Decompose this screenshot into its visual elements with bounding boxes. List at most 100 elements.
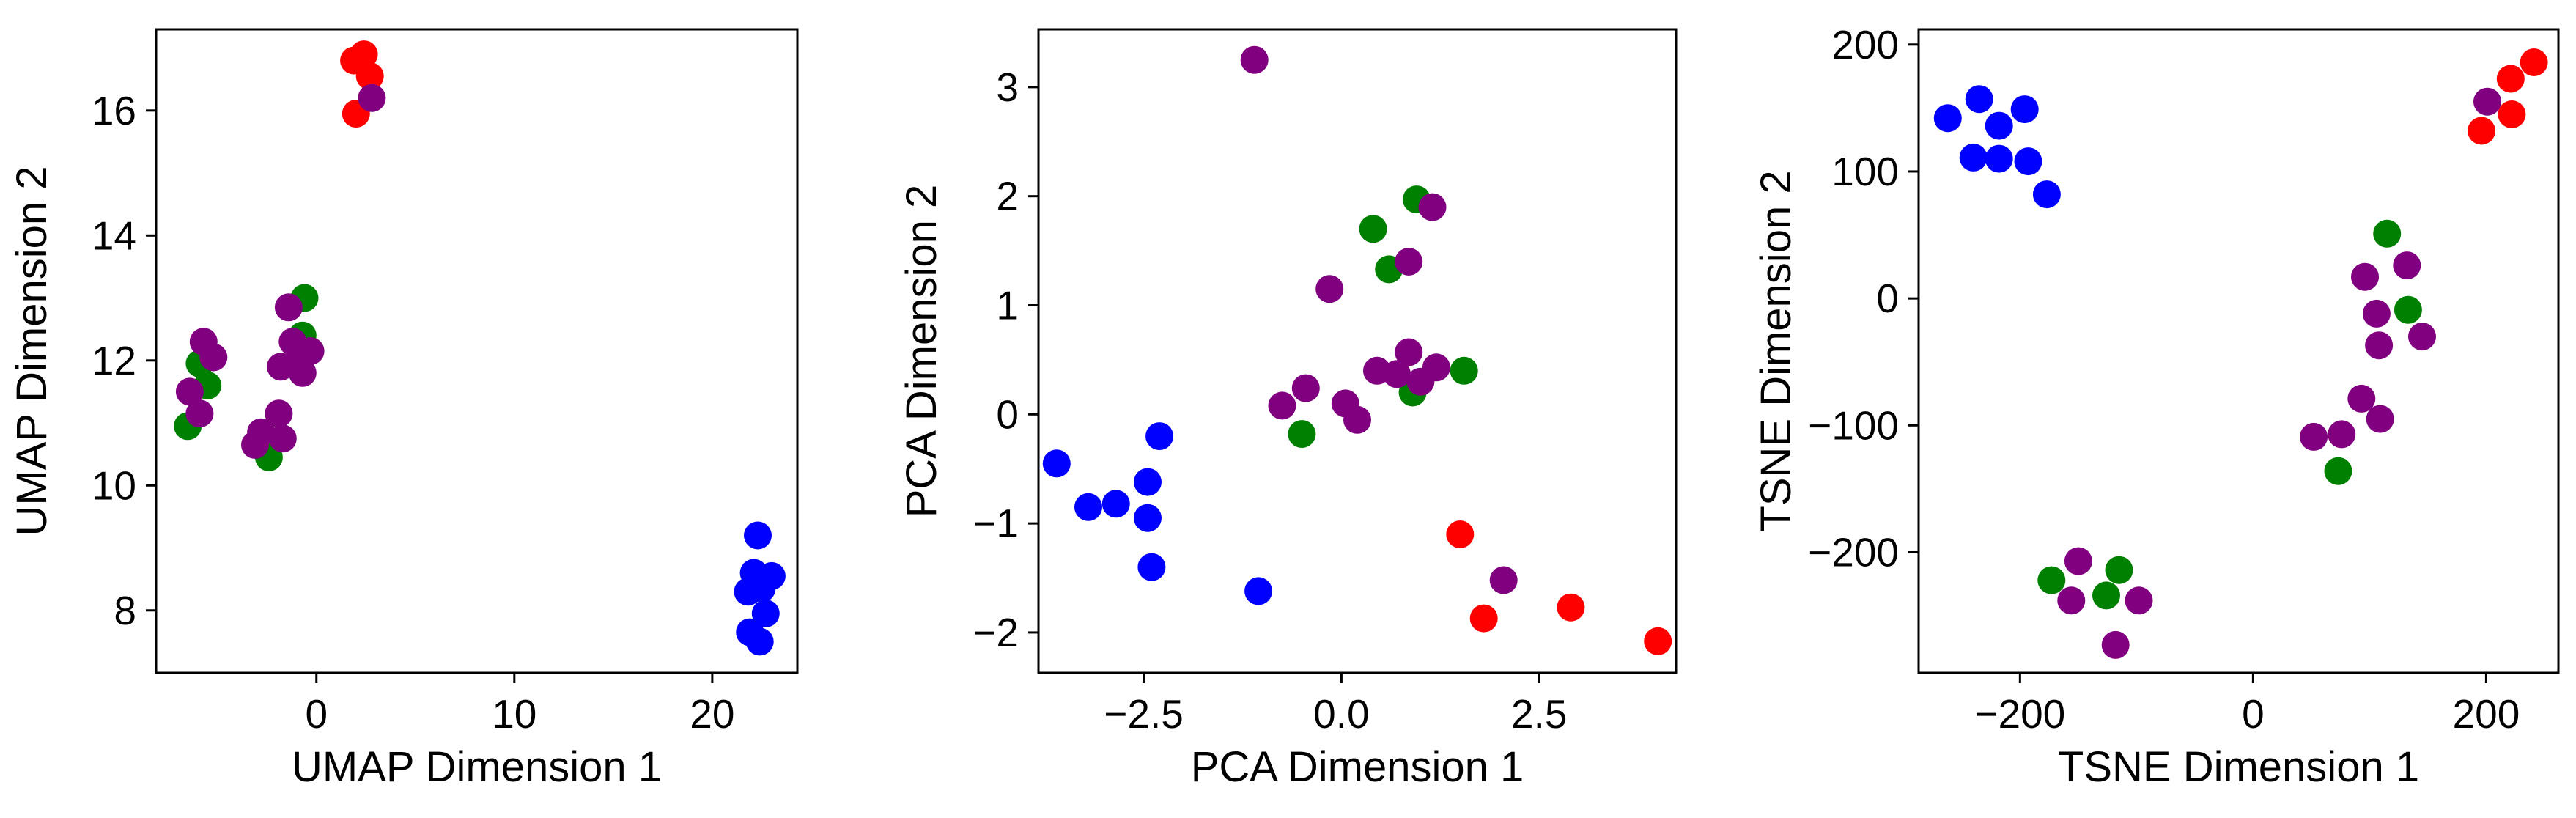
- data-point: [2498, 100, 2526, 128]
- data-point: [1315, 275, 1344, 303]
- data-point: [1288, 420, 1316, 449]
- data-point: [1268, 391, 1296, 420]
- y-axis-label: TSNE Dimension 2: [1752, 170, 1800, 531]
- data-point: [2365, 331, 2394, 360]
- data-point: [1469, 604, 1498, 633]
- data-point: [2092, 581, 2120, 610]
- data-point: [2300, 422, 2328, 451]
- data-point: [350, 40, 378, 69]
- y-tick-label: 16: [92, 88, 136, 133]
- y-tick-label: 0: [996, 391, 1019, 437]
- data-point: [199, 343, 228, 372]
- chart-panel-2: −2.5 0.0 2.5 −2 −1 0 1 2 3 PCA Dimension 1 PCA Dim…: [898, 28, 1678, 791]
- data-point: [1343, 405, 1371, 434]
- data-point: [2496, 65, 2525, 93]
- y-tick-label: −100: [1808, 402, 1899, 448]
- x-tick-label: 20: [690, 691, 734, 737]
- x-axis-label: UMAP Dimension 1: [292, 743, 662, 791]
- data-point: [2037, 566, 2066, 594]
- data-point: [1933, 104, 1962, 133]
- y-axis-label: PCA Dimension 2: [898, 185, 945, 518]
- data-point: [1359, 215, 1387, 243]
- plot-frame: [155, 28, 799, 674]
- x-tick-label: −2.5: [1104, 691, 1184, 737]
- data-point: [2014, 147, 2042, 176]
- data-point: [2347, 384, 2376, 413]
- data-point: [2105, 556, 2133, 584]
- data-point: [2328, 420, 2356, 449]
- data-point: [2032, 180, 2061, 209]
- x-tick-label: 0: [2242, 691, 2265, 737]
- data-point: [1450, 356, 1478, 385]
- y-tick-label: 200: [1831, 22, 1899, 67]
- data-point: [1074, 493, 1102, 521]
- data-point: [185, 399, 214, 428]
- data-point: [274, 293, 303, 322]
- x-axis-label: TSNE Dimension 1: [2058, 743, 2419, 791]
- data-point: [744, 521, 772, 550]
- data-point: [1965, 85, 1993, 114]
- data-point: [2373, 219, 2402, 248]
- plot-frame: [1917, 28, 2560, 674]
- data-point: [1644, 627, 1672, 655]
- data-point: [745, 627, 774, 656]
- y-tick-label: 0: [1876, 276, 1899, 321]
- y-tick-label: 12: [92, 338, 136, 383]
- plot-frame: [1037, 28, 1678, 674]
- data-point: [751, 600, 780, 627]
- data-point: [1489, 566, 1518, 594]
- y-tick-label: 3: [996, 65, 1019, 110]
- data-point: [1042, 449, 1071, 478]
- data-point: [1134, 468, 1162, 496]
- data-point: [1418, 193, 1447, 221]
- y-tick-label: 10: [92, 463, 136, 508]
- y-tick-label: 8: [114, 588, 136, 633]
- data-point: [288, 358, 317, 387]
- data-point: [2057, 586, 2086, 615]
- data-point: [748, 574, 776, 603]
- data-point: [2362, 299, 2391, 328]
- x-tick-label: 0.0: [1313, 691, 1369, 737]
- data-point: [2394, 295, 2422, 324]
- data-point: [2468, 117, 2495, 145]
- data-point: [1395, 338, 1423, 366]
- data-point: [1145, 422, 1174, 451]
- y-tick-label: −2: [973, 610, 1019, 655]
- data-point: [358, 84, 386, 112]
- x-tick-label: 200: [2453, 691, 2520, 737]
- data-point: [1383, 360, 1411, 388]
- data-point: [2520, 48, 2548, 76]
- data-point: [2473, 87, 2501, 116]
- data-point: [1422, 353, 1450, 382]
- x-tick-label: −200: [1974, 691, 2065, 737]
- data-point: [355, 62, 384, 90]
- y-tick-label: 1: [996, 282, 1019, 328]
- data-point: [1134, 504, 1162, 532]
- data-point: [2408, 323, 2436, 351]
- data-point: [1985, 144, 2013, 173]
- data-point: [2393, 251, 2421, 280]
- y-tick-label: 100: [1831, 149, 1899, 194]
- data-point: [1985, 111, 2013, 140]
- chart-panel-1: 0 10 20 8 10 12 14 16 UMAP Dimension 1 UMAP Dimen…: [8, 28, 799, 791]
- data-point: [265, 399, 293, 428]
- data-point: [2064, 547, 2092, 575]
- data-point: [2101, 630, 2130, 659]
- data-point: [1137, 553, 1166, 581]
- y-tick-label: 14: [92, 213, 136, 258]
- chart-panel-3: −200 0 200 −200 −100 0 100 200 TSNE Dimension 1 T…: [1752, 22, 2560, 791]
- data-point: [1244, 577, 1273, 605]
- x-tick-label: 10: [492, 691, 536, 737]
- data-point: [1557, 593, 1585, 622]
- data-point: [2125, 586, 2153, 615]
- data-point: [2351, 262, 2379, 291]
- data-point: [1101, 490, 1130, 518]
- data-point: [1959, 143, 1988, 172]
- y-tick-label: −200: [1808, 529, 1899, 575]
- data-point: [2366, 405, 2394, 433]
- data-point: [268, 424, 297, 453]
- data-point: [1291, 374, 1320, 402]
- x-axis-label: PCA Dimension 1: [1191, 743, 1524, 791]
- data-point: [1446, 520, 1475, 548]
